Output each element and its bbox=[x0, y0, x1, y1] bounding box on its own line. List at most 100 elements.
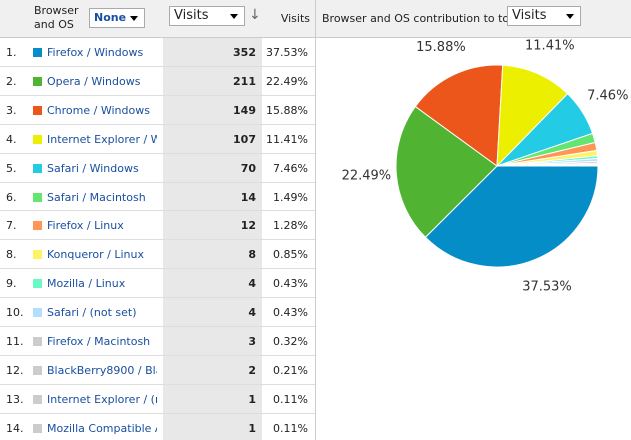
browser-link[interactable]: Internet Explorer / Wind bbox=[47, 132, 157, 146]
pie-slice bbox=[424, 165, 599, 268]
row-index: 14. bbox=[6, 421, 24, 435]
visits-cell: 2 bbox=[248, 363, 256, 377]
visits-cell: 107 bbox=[233, 132, 256, 146]
color-swatch bbox=[33, 394, 42, 404]
pie-label: 22.49% bbox=[342, 169, 392, 184]
metric-column-header: Visits bbox=[280, 12, 310, 25]
pie-chart: 37.53% 22.49% 15.88% 11.41% 7.46% bbox=[342, 39, 629, 295]
row-line bbox=[0, 239, 315, 241]
visits-cell: 149 bbox=[233, 103, 256, 117]
browser-link[interactable]: Mozilla / Linux bbox=[47, 277, 126, 291]
visits-cell: 352 bbox=[233, 46, 256, 59]
visits-cell: 211 bbox=[233, 74, 256, 88]
browser-link[interactable]: Safari / (not set) bbox=[47, 306, 137, 320]
row-index: 11. bbox=[6, 335, 24, 348]
row-line bbox=[0, 383, 315, 385]
pie-slice bbox=[395, 105, 498, 238]
color-swatch bbox=[33, 250, 42, 260]
share-cell: 11.41% bbox=[266, 132, 308, 146]
row-index: 1. bbox=[6, 46, 17, 59]
color-swatch bbox=[33, 76, 42, 86]
row-index: 2. bbox=[6, 74, 17, 88]
row-line bbox=[0, 268, 315, 270]
pie-slice bbox=[496, 64, 569, 168]
share-cell: 37.53% bbox=[266, 46, 308, 59]
contribution-label: Browser and OS contribution to total: bbox=[322, 12, 527, 25]
row-line bbox=[0, 152, 315, 154]
share-cell: 0.11% bbox=[273, 421, 308, 435]
metric-select[interactable]: Visits bbox=[169, 6, 245, 26]
browser-link[interactable]: BlackBerry8900 / Blac bbox=[47, 363, 157, 377]
row-index: 5. bbox=[6, 161, 17, 175]
pie-slice bbox=[496, 164, 599, 167]
row-index: 4. bbox=[6, 132, 17, 146]
sort-arrow[interactable]: ↓ bbox=[249, 7, 261, 23]
divider bbox=[315, 0, 316, 440]
visits-cell: 1 bbox=[248, 392, 256, 406]
browser-link[interactable]: Safari / Windows bbox=[47, 161, 139, 175]
pie-label: 37.53% bbox=[522, 280, 572, 295]
row-index: 13. bbox=[6, 392, 24, 406]
pie-label: 11.41% bbox=[525, 39, 575, 54]
color-swatch bbox=[33, 337, 42, 346]
browser-link[interactable]: Internet Explorer / (not bbox=[47, 392, 157, 406]
share-cell: 1.28% bbox=[273, 219, 308, 233]
visits-cell: 70 bbox=[240, 161, 256, 175]
browser-link[interactable]: Opera / Windows bbox=[47, 74, 141, 88]
row-index: 10. bbox=[6, 306, 24, 320]
browser-link[interactable]: Mozilla Compatible Age bbox=[47, 421, 157, 435]
browser-link[interactable]: Firefox / Linux bbox=[47, 219, 124, 233]
row-line bbox=[0, 210, 315, 212]
color-swatch bbox=[33, 192, 42, 202]
share-cell: 1.49% bbox=[273, 190, 308, 204]
visits-cell: 14 bbox=[240, 190, 256, 204]
color-swatch bbox=[33, 423, 42, 433]
row-line bbox=[0, 354, 315, 356]
browser-link[interactable]: Firefox / Macintosh bbox=[47, 335, 151, 348]
visits-cell: 4 bbox=[248, 306, 256, 320]
sorted-column bbox=[163, 38, 262, 440]
share-cell: 0.11% bbox=[273, 392, 308, 406]
browser-link[interactable]: Chrome / Windows bbox=[47, 103, 150, 117]
row-index: 9. bbox=[6, 277, 17, 291]
row-index: 12. bbox=[6, 363, 24, 377]
visits-cell: 12 bbox=[240, 219, 256, 233]
share-cell: 22.49% bbox=[266, 74, 308, 88]
secondary-dimension-select[interactable]: None bbox=[89, 8, 145, 28]
pie-label: 7.46% bbox=[587, 89, 628, 104]
share-cell: 15.88% bbox=[266, 103, 308, 117]
contribution-select[interactable]: Visits bbox=[507, 6, 581, 26]
color-swatch bbox=[33, 134, 42, 144]
color-swatch bbox=[33, 365, 42, 375]
share-cell: 0.43% bbox=[273, 306, 308, 320]
color-swatch bbox=[33, 163, 42, 173]
share-cell: 0.85% bbox=[273, 248, 308, 262]
share-cell: 0.21% bbox=[273, 363, 308, 377]
row-line bbox=[0, 181, 315, 183]
visits-cell: 8 bbox=[248, 248, 256, 262]
visits-cell: 3 bbox=[248, 335, 256, 348]
share-cell: 7.46% bbox=[273, 161, 308, 175]
pie-label: 15.88% bbox=[416, 40, 466, 55]
row-line bbox=[0, 123, 315, 125]
row-index: 7. bbox=[6, 219, 17, 233]
color-swatch bbox=[33, 105, 42, 115]
color-swatch bbox=[33, 308, 42, 318]
row-line bbox=[0, 412, 315, 414]
share-cell: 0.43% bbox=[273, 277, 308, 291]
share-cell: 0.32% bbox=[273, 335, 308, 348]
row-index: 6. bbox=[6, 190, 17, 204]
dimension-header: Browser and OS bbox=[34, 4, 79, 31]
browser-link[interactable]: Konqueror / Linux bbox=[47, 248, 144, 262]
color-swatch bbox=[33, 221, 42, 231]
browser-link[interactable]: Firefox / Windows bbox=[47, 46, 144, 59]
row-line bbox=[0, 65, 315, 67]
color-swatch bbox=[33, 48, 42, 57]
pie-slice bbox=[414, 64, 504, 167]
row-index: 3. bbox=[6, 103, 17, 117]
row-line bbox=[0, 94, 315, 96]
row-line bbox=[0, 326, 315, 327]
row-line bbox=[0, 297, 315, 299]
browser-link[interactable]: Safari / Macintosh bbox=[47, 190, 146, 204]
